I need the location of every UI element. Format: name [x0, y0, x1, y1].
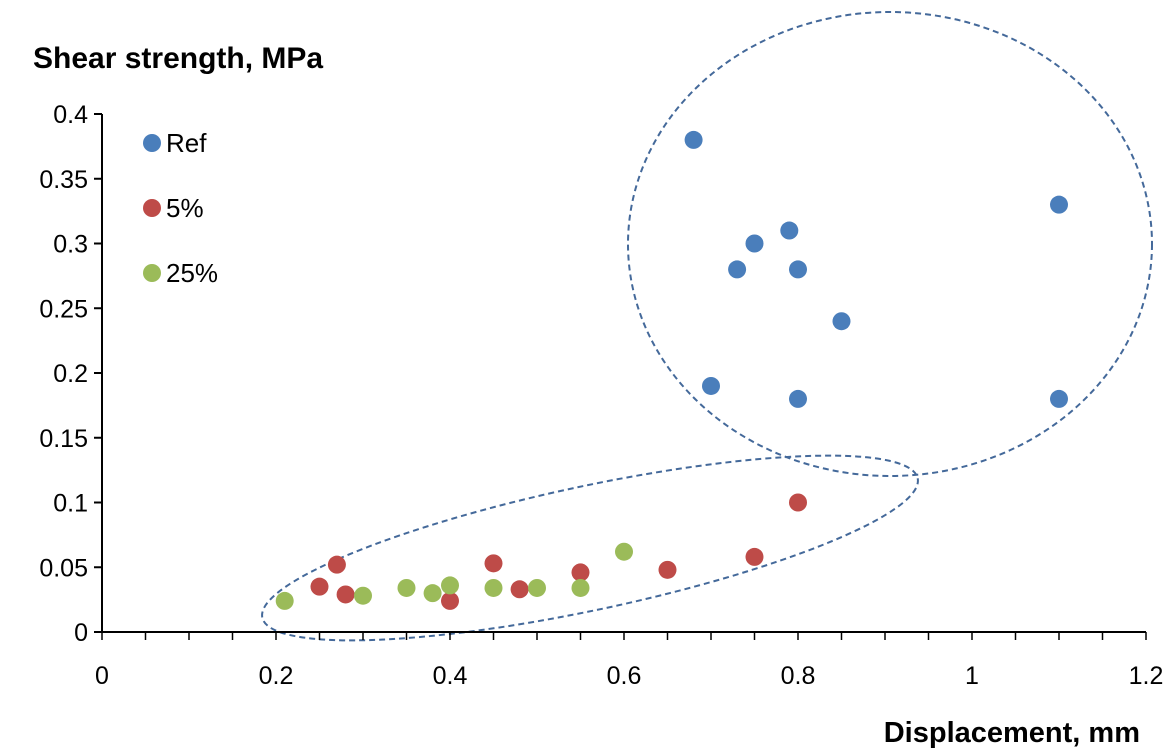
- data-point: [745, 234, 764, 253]
- tick-labels: 0 0.05 0.1 0.15 0.2 0.25 0.3 0.35 0.4 0 0.2 0.4 0.6 0…: [39, 101, 1163, 690]
- legend: Ref 5% 25%: [143, 128, 218, 288]
- y-tick-label: 0.1: [53, 490, 88, 518]
- data-point: [354, 586, 372, 605]
- data-point: [441, 576, 459, 595]
- legend-label: 5%: [166, 193, 204, 223]
- data-point: [745, 547, 764, 566]
- low-group-ellipse: [261, 454, 919, 642]
- data-point: [1050, 195, 1068, 214]
- data-point: [310, 577, 329, 596]
- x-tick-label: 1.2: [1129, 662, 1164, 690]
- legend-label: 25%: [166, 258, 218, 288]
- data-point: [571, 563, 590, 582]
- data-point: [571, 578, 590, 597]
- data-point: [728, 260, 747, 279]
- data-point: [397, 578, 416, 597]
- data-point: [684, 130, 703, 149]
- y-tick-label: 0.25: [39, 295, 88, 323]
- series-1: [310, 493, 807, 610]
- legend-marker: [143, 264, 161, 282]
- data-point: [423, 584, 442, 603]
- data-point: [832, 312, 851, 331]
- data-point: [789, 493, 807, 512]
- legend-marker: [143, 134, 161, 152]
- y-tick-label: 0.15: [39, 425, 88, 453]
- y-tick-label: 0.2: [53, 360, 88, 388]
- y-tick-label: 0.05: [39, 554, 88, 582]
- series-0: [684, 130, 1068, 408]
- chart-title: Shear strength, MPa: [33, 42, 323, 75]
- data-point: [658, 560, 677, 579]
- x-axis-label: Displacement, mm: [884, 717, 1140, 748]
- legend-marker: [143, 199, 161, 217]
- annotation-layer: [261, 11, 1153, 642]
- y-tick-label: 0: [74, 619, 88, 647]
- data-point: [1050, 389, 1068, 408]
- data-point: [789, 260, 807, 279]
- data-point: [484, 554, 503, 573]
- data-point: [780, 221, 799, 240]
- legend-label: Ref: [166, 128, 207, 158]
- series-2: [275, 542, 633, 610]
- data-point: [484, 578, 503, 597]
- data-points: [275, 130, 1068, 610]
- data-point: [327, 555, 346, 574]
- x-tick-label: 0.8: [781, 662, 816, 690]
- x-tick-label: 0: [95, 662, 109, 690]
- data-point: [528, 578, 546, 597]
- axes: [94, 113, 1147, 640]
- x-tick-label: 0.6: [607, 662, 642, 690]
- data-point: [336, 585, 355, 604]
- data-point: [615, 542, 633, 561]
- data-point: [789, 389, 807, 408]
- data-point: [441, 591, 459, 610]
- x-tick-label: 0.2: [259, 662, 294, 690]
- y-tick-label: 0.4: [53, 101, 88, 129]
- x-tick-label: 1: [965, 662, 979, 690]
- y-tick-label: 0.3: [53, 231, 88, 259]
- y-tick-label: 0.35: [39, 166, 88, 194]
- data-point: [275, 591, 294, 610]
- x-tick-label: 0.4: [433, 662, 468, 690]
- ref-group-ellipse: [627, 11, 1153, 477]
- data-point: [702, 376, 720, 395]
- data-point: [510, 580, 529, 599]
